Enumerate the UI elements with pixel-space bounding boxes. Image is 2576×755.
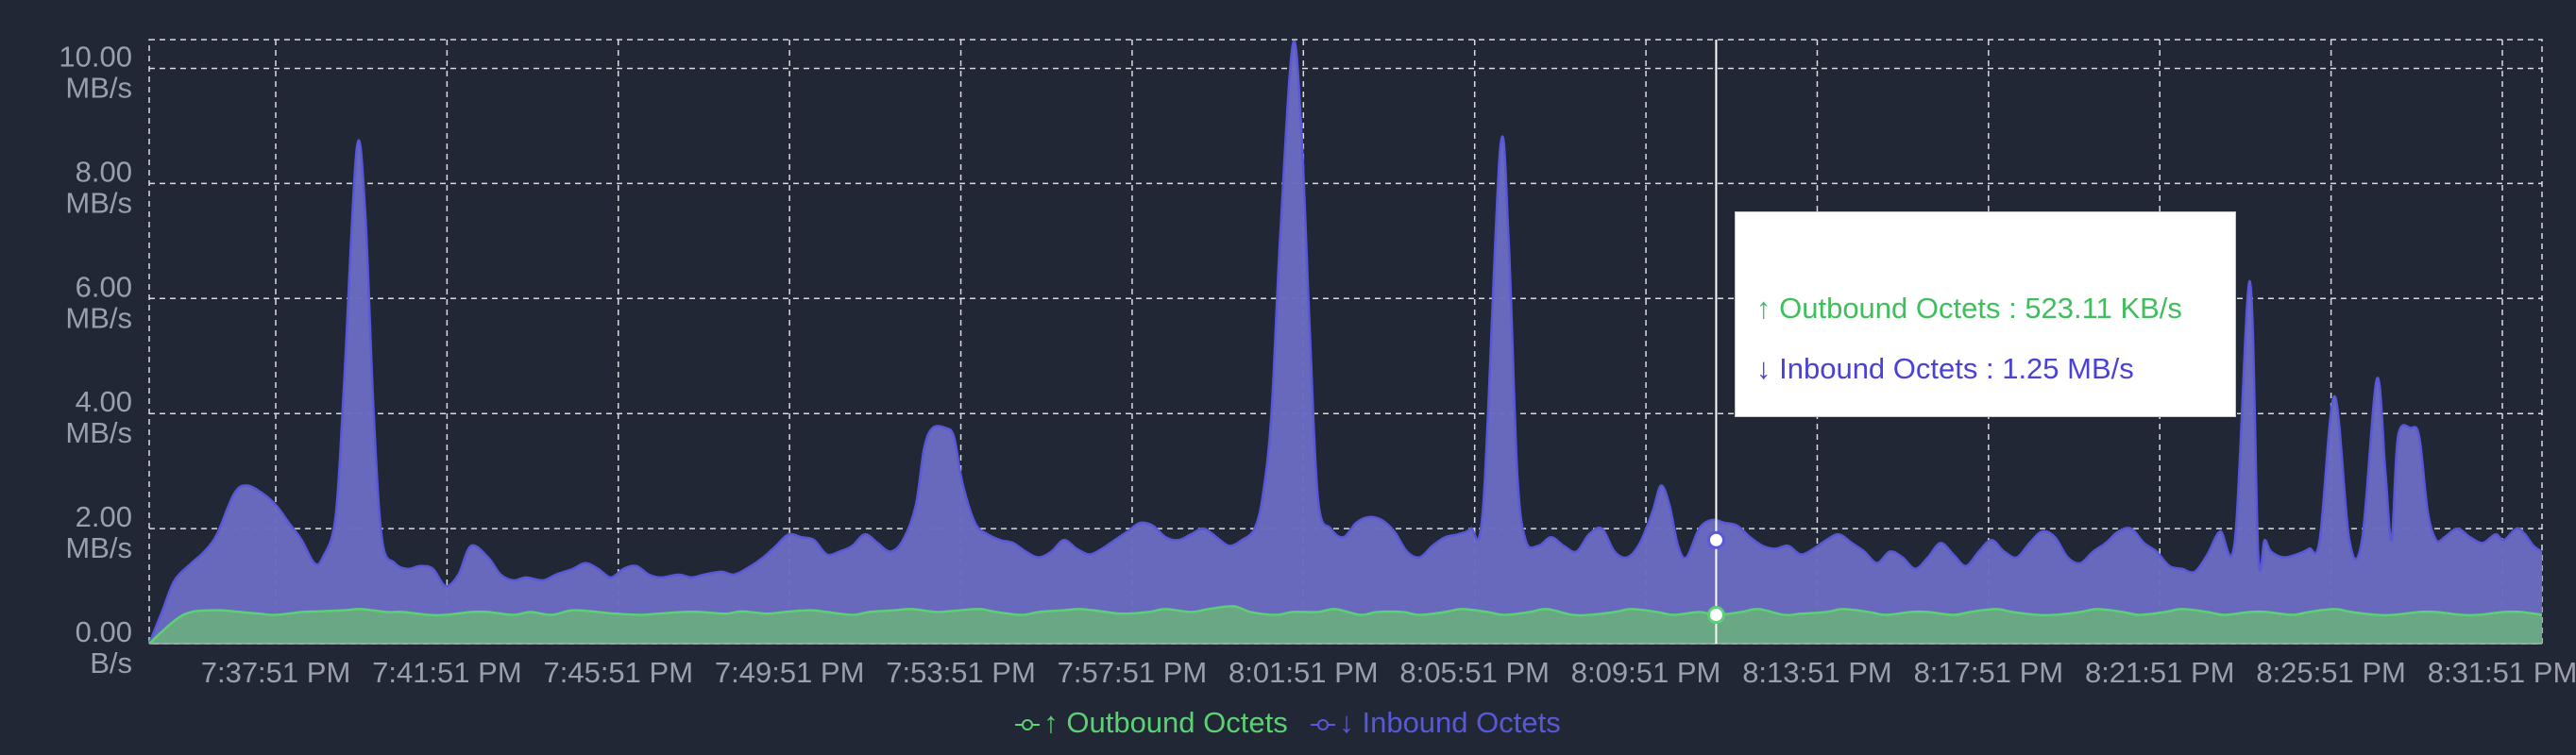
legend-item-inbound[interactable]: ↓ Inbound Octets	[1311, 706, 1561, 740]
legend-inbound-label: ↓ Inbound Octets	[1339, 706, 1561, 739]
y-tick-label: 2.00	[76, 500, 132, 533]
y-tick-unit: MB/s	[65, 531, 132, 564]
chart-tooltip: ↑ Outbound Octets : 523.11 KB/s ↓ Inboun…	[1735, 211, 2236, 417]
x-tick-label: 7:49:51 PM	[715, 656, 865, 689]
y-tick-unit: MB/s	[65, 416, 132, 449]
plot-frame	[148, 39, 2543, 645]
inbound-line	[147, 40, 2543, 645]
x-tick-label: 8:21:51 PM	[2085, 656, 2235, 689]
legend-outbound-marker-icon	[1015, 718, 1041, 730]
x-tick-label: 8:01:51 PM	[1229, 656, 1379, 689]
y-tick-unit: MB/s	[65, 71, 132, 104]
inbound-area	[149, 41, 2542, 645]
x-tick-label: 7:41:51 PM	[372, 656, 522, 689]
y-tick-unit: MB/s	[65, 186, 132, 219]
x-tick-label: 7:53:51 PM	[886, 656, 1036, 689]
x-tick-label: 8:13:51 PM	[1742, 656, 1892, 689]
y-tick-unit: B/s	[90, 646, 132, 680]
legend-item-outbound[interactable]: ↑ Outbound Octets	[1015, 706, 1288, 740]
inbound-hover-point	[1706, 530, 1725, 549]
outbound-line	[148, 605, 2543, 645]
outbound-area	[149, 606, 2542, 644]
x-tick-label: 8:31:51 PM	[2428, 656, 2576, 689]
tooltip-inbound-row: ↓ Inbound Octets : 1.25 MB/s	[1756, 352, 2134, 385]
chart-legend: ↑ Outbound Octets ↓ Inbound Octets	[0, 706, 2576, 740]
legend-inbound-marker-icon	[1311, 718, 1336, 730]
x-tick-label: 8:09:51 PM	[1571, 656, 1721, 689]
outbound-hover-point	[1706, 606, 1725, 625]
x-tick-label: 7:57:51 PM	[1058, 656, 1208, 689]
y-tick-unit: MB/s	[65, 301, 132, 334]
y-tick-label: 8.00	[76, 155, 132, 188]
x-tick-label: 8:25:51 PM	[2256, 656, 2406, 689]
y-tick-label: 0.00	[76, 615, 132, 648]
x-tick-label: 7:45:51 PM	[543, 656, 693, 689]
y-tick-label: 4.00	[76, 385, 132, 418]
legend-outbound-label: ↑ Outbound Octets	[1043, 706, 1288, 739]
x-tick-label: 8:17:51 PM	[1914, 656, 2064, 689]
y-tick-label: 6.00	[76, 270, 132, 303]
x-tick-label: 7:37:51 PM	[201, 656, 351, 689]
tooltip-outbound-row: ↑ Outbound Octets : 523.11 KB/s	[1756, 292, 2182, 325]
x-tick-label: 8:05:51 PM	[1399, 656, 1550, 689]
y-tick-label: 10.00	[59, 40, 132, 73]
